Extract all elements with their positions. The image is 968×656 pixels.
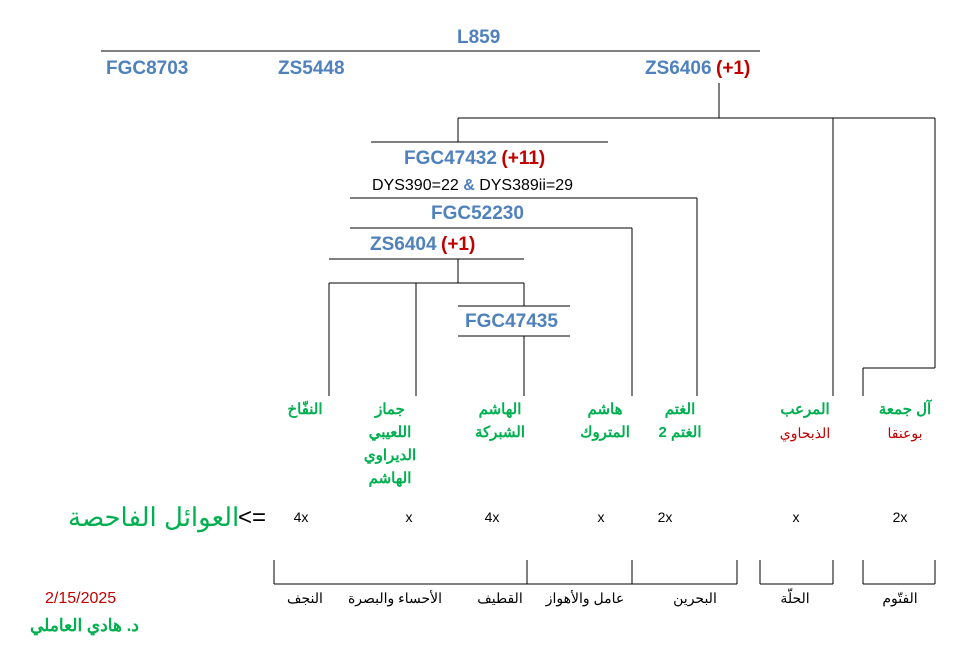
snp-fgc47432: FGC47432 [404,148,497,169]
family-alnaffakh: النفّاخ [287,401,323,418]
count-alhashem: 4x [484,509,500,525]
dys-values: DYS390=22 & DYS389ii=29 [372,177,573,195]
family-almurab-sub: الذبحاوي [779,425,831,441]
location-qatif: القطيف [477,590,523,606]
count-alnaffakh: 4x [293,509,309,525]
location-amel-ahwaz: عامل والأهواز [545,590,625,606]
family-almurab: المرعب [780,401,830,418]
count-almurab: x [792,509,800,525]
dys389ii-value: DYS389ii=29 [479,177,574,194]
fgc47432-mutation-count: (+11) [501,148,546,169]
count-jammaz: x [405,509,413,525]
count-alghatm: 2x [657,509,673,525]
snp-zs6404: ZS6404 [370,234,437,255]
location-ahsa-basra: الأحساء والبصرة [347,590,443,606]
count-hashem-matrouk: x [597,509,605,525]
snp-fgc47432-group: FGC47432 (+11) [404,148,545,170]
family-aljumaa: آل جمعة [878,401,932,418]
zs6406-mutation-count: (+1) [716,58,751,79]
zs6404-mutation-count: (+1) [441,234,476,255]
family-alhashem: الهاشم الشبركة [474,401,526,441]
family-jammaz: جماز اللعيبي الديراوي الهاشم [363,401,417,487]
location-najaf: النجف [287,590,323,606]
family-hashem-matrouk: هاشم المتروك [580,401,630,441]
family-aljumaa-sub: بوعنقا [887,425,923,441]
snp-fgc8703: FGC8703 [106,58,189,79]
location-fattoum: الفتّوم [882,590,918,606]
snp-zs6406-group: ZS6406 (+1) [645,58,750,80]
snp-zs6406: ZS6406 [645,58,712,79]
snp-fgc52230: FGC52230 [431,203,524,224]
snp-fgc47435: FGC47435 [465,311,558,332]
location-hilla: الحلّة [780,590,810,606]
diagram-author: د. هادي العاملي [30,616,139,635]
arrow-indicator: <= [238,504,267,531]
snp-zs6404-group: ZS6404 (+1) [370,234,475,256]
diagram-date: 2/15/2025 [45,590,117,607]
dys-ampersand: & [463,177,475,194]
family-alghatm: الغتم الغتم 2 [658,401,702,441]
snp-l859: L859 [457,27,501,48]
dys390-value: DYS390=22 [372,177,459,194]
snp-zs5448: ZS5448 [278,58,345,79]
location-bahrain: البحرين [673,590,717,606]
tested-families-label: العوائل الفاحصة [68,502,240,532]
count-aljumaa: 2x [892,509,908,525]
